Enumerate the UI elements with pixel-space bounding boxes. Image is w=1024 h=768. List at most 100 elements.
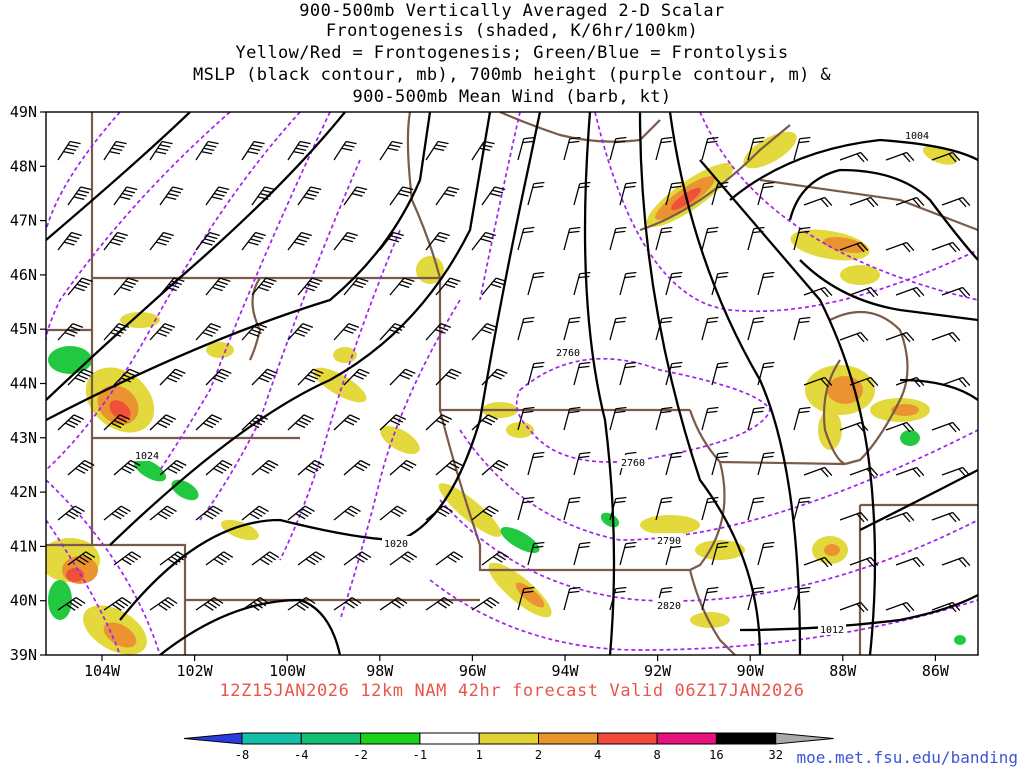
state-border (438, 409, 690, 572)
wind-barb (793, 136, 811, 161)
lon-tick-label: 94W (551, 662, 579, 680)
mslp-contour (799, 259, 978, 322)
lat-tick-label: 41N (10, 537, 37, 555)
wind-barb (195, 140, 219, 161)
wind-barb (563, 136, 581, 161)
title-line-5: 900-500mb Mean Wind (barb, kt) (352, 87, 672, 107)
wind-barb (701, 226, 719, 251)
wind-barb (885, 601, 915, 613)
wind-barb (287, 140, 311, 161)
wind-barb (701, 496, 719, 521)
wind-barb (251, 186, 276, 206)
lat-tick-label: 40N (10, 592, 37, 610)
wind-barb (563, 586, 581, 611)
wind-barb (149, 323, 176, 341)
frontogenesis-patch (891, 404, 919, 416)
wind-barb (931, 511, 961, 523)
wind-barb (895, 196, 925, 208)
colorbar-swatch (656, 732, 717, 745)
wind-barb (471, 323, 498, 341)
mslp-contour (46, 112, 191, 241)
frontogenesis-patch (120, 312, 160, 328)
wind-barb (747, 496, 765, 521)
wind-barb (619, 541, 637, 566)
wind-barb (619, 271, 637, 296)
frontogenesis-patch (823, 237, 867, 253)
mslp-contour-label: 1024 (135, 451, 159, 462)
state-border (688, 409, 846, 466)
lon-tick-label: 86W (922, 662, 950, 680)
wind-barb (757, 361, 775, 386)
wind-barb (425, 414, 453, 431)
wind-barb (287, 323, 314, 341)
wind-barb (573, 541, 591, 566)
lat-tick-label: 48N (10, 157, 37, 175)
height-contour (699, 112, 978, 301)
wind-barb (343, 277, 369, 296)
wind-barb (757, 271, 775, 296)
lat-tick-label: 39N (10, 646, 37, 664)
mslp-contour (109, 112, 492, 546)
wind-barb (333, 505, 361, 521)
wind-barb (941, 376, 971, 388)
frontogenesis-patch (171, 479, 199, 501)
colorbar-swatch (241, 732, 302, 745)
wind-barb (103, 231, 128, 251)
colorbar-arrow-right (775, 732, 834, 745)
frontogenesis-patch (103, 622, 137, 648)
wind-barb (67, 186, 92, 206)
frontogenesis-shading (46, 131, 966, 655)
wind-barb (297, 368, 324, 386)
wind-barb (573, 271, 591, 296)
wind-barb (57, 414, 85, 431)
colorbar-label: 2 (535, 748, 542, 762)
wind-barb (251, 459, 279, 476)
wind-barb (941, 466, 971, 478)
wind-barb (885, 151, 915, 163)
wind-barb (195, 231, 220, 251)
wind-barb (333, 140, 357, 161)
source-credit-link[interactable]: moe.met.fsu.edu/banding (796, 748, 1018, 767)
state-border (639, 124, 791, 232)
mslp-contour (729, 138, 978, 201)
wind-barb (609, 586, 627, 611)
frontogenesis-patch (743, 131, 797, 169)
height-contour-label: 2790 (657, 536, 681, 547)
wind-barb (655, 406, 673, 431)
wind-barb (839, 421, 869, 433)
frontogenesis-patch (824, 544, 840, 556)
wind-barb (931, 601, 961, 613)
colorbar-label: -2 (353, 748, 367, 762)
wind-barb (149, 596, 178, 611)
state-border (822, 359, 846, 466)
wind-barb (159, 368, 186, 386)
wind-barb (287, 414, 315, 431)
wind-barb (849, 466, 879, 478)
wind-barb (803, 286, 833, 298)
wind-barb (665, 271, 683, 296)
wind-barb (251, 551, 280, 566)
wind-barb (103, 505, 131, 521)
lat-tick-label: 46N (10, 266, 37, 284)
colorbar-swatch (597, 732, 658, 745)
wind-barb (67, 459, 95, 476)
title-line-3: Yellow/Red = Frontogenesis; Green/Blue =… (235, 43, 789, 63)
wind-barb (287, 231, 312, 251)
mslp-contour (788, 168, 978, 261)
wind-barb (885, 241, 915, 253)
wind-barb (895, 466, 925, 478)
wind-barb (113, 459, 141, 476)
wind-barb (379, 140, 403, 161)
wind-barb (757, 451, 775, 476)
state-border (689, 461, 726, 571)
mslp-contour-label: 1012 (820, 625, 844, 636)
colorbar-label: -8 (235, 748, 249, 762)
wind-barb (839, 331, 869, 343)
valid-time-caption: 12Z15JAN2026 12km NAM 42hr forecast Vali… (219, 681, 805, 701)
wind-barb (57, 140, 81, 161)
frontogenesis-patch (640, 515, 700, 535)
wind-barb (471, 596, 500, 611)
wind-barb (711, 181, 729, 206)
wind-barb (379, 231, 404, 251)
frontogenesis-patch (690, 612, 730, 628)
